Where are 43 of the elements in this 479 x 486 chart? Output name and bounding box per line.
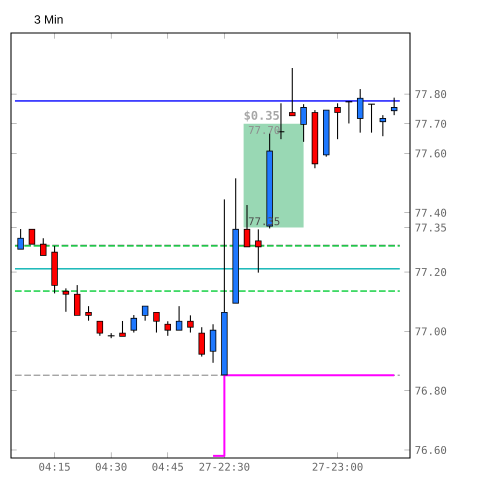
candlestick xyxy=(40,238,46,256)
candlestick xyxy=(198,326,205,358)
candlestick xyxy=(356,88,364,134)
candlestick xyxy=(142,306,148,322)
candlestick xyxy=(74,284,80,316)
candlestick xyxy=(289,67,296,116)
y-tick-label: 77.70 xyxy=(415,120,446,128)
x-tick-label: 04:45 xyxy=(152,462,183,471)
candlestick xyxy=(244,204,250,248)
y-tick-label: 77.00 xyxy=(415,327,446,336)
y-tick-label: 76.60 xyxy=(415,446,446,454)
candlestick xyxy=(380,114,386,137)
candlestick xyxy=(153,312,160,334)
candlestick xyxy=(368,104,376,134)
candlestick xyxy=(300,104,307,142)
y-tick-label: 77.40 xyxy=(415,208,446,217)
y-tick-label: 77.35 xyxy=(415,224,446,232)
candlestick xyxy=(62,288,70,312)
chart-title: 3 Min xyxy=(34,14,63,24)
candlestick xyxy=(17,228,24,250)
annotation: 77.70 xyxy=(248,126,280,134)
candlestick xyxy=(176,306,182,331)
y-tick-label: 77.20 xyxy=(415,268,446,276)
x-tick-label: 27-23:00 xyxy=(312,462,363,471)
candlestick xyxy=(187,314,194,334)
x-tick-label: 04:15 xyxy=(39,462,70,471)
x-tick-label: 04:30 xyxy=(96,462,127,471)
candlestick xyxy=(130,314,138,334)
x-tick-label: 27-22:30 xyxy=(199,462,250,471)
y-tick-label: 77.60 xyxy=(415,149,446,158)
candlestick xyxy=(28,228,36,245)
y-tick-label: 77.80 xyxy=(415,90,446,98)
candlestick xyxy=(210,324,216,364)
y-tick-label: 76.80 xyxy=(415,386,446,395)
candlestick xyxy=(334,102,341,140)
annotation: $0.35 xyxy=(244,110,279,122)
candlestick xyxy=(344,100,353,124)
candlestick xyxy=(85,306,92,322)
candlestick xyxy=(164,320,171,336)
candlestick xyxy=(390,97,398,116)
candlestick xyxy=(119,320,126,337)
candlestick xyxy=(255,228,262,274)
candlestick xyxy=(96,320,104,336)
